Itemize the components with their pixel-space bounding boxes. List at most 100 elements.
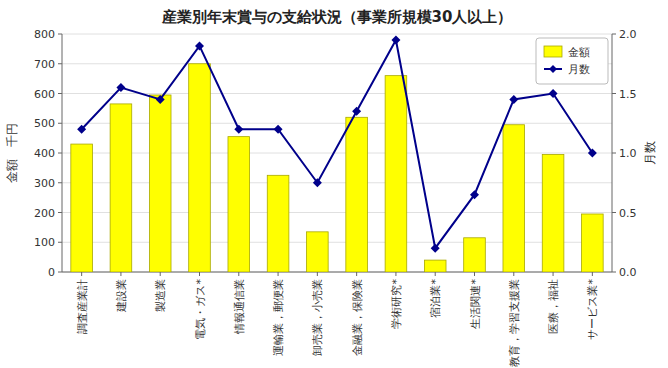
- x-tick-label: 卸売業，小売業: [311, 279, 324, 356]
- y-tick: [58, 182, 62, 183]
- x-tick-label: 生活関連*: [469, 279, 482, 329]
- legend: 金額月数: [536, 38, 608, 84]
- plot-area: [71, 35, 603, 272]
- bar: [582, 214, 604, 272]
- x-tick: [435, 272, 436, 276]
- bar: [503, 125, 525, 272]
- title: 産業別年末賞与の支給状況（事業所規模30人以上）: [161, 8, 513, 26]
- line-marker: [156, 95, 165, 104]
- x-tick-label: 金融業，保険業: [351, 279, 364, 356]
- y-tick-label: 600: [34, 88, 55, 101]
- bar: [110, 104, 132, 272]
- x-tick-label: 宿泊業*: [429, 279, 442, 318]
- grid: [62, 34, 612, 272]
- bar: [228, 137, 250, 272]
- x-tick: [395, 272, 396, 276]
- grid-line: [62, 272, 612, 273]
- x-tick: [81, 272, 82, 276]
- y-tick-label: 500: [34, 117, 55, 130]
- y2-tick-label: 1.0: [619, 147, 637, 160]
- x-tick: [474, 272, 475, 276]
- grid-line: [62, 212, 612, 213]
- bar: [149, 95, 171, 272]
- bar: [385, 76, 407, 272]
- y2-tick: [612, 153, 616, 154]
- y2-tick: [612, 34, 616, 35]
- x-tick: [278, 272, 279, 276]
- grid-line: [62, 153, 612, 154]
- y2-tick: [612, 272, 616, 273]
- y-tick: [58, 123, 62, 124]
- line: [82, 40, 593, 248]
- line-marker: [352, 107, 361, 116]
- legend-label: 月数: [568, 63, 590, 76]
- y2-tick-label: 0.0: [619, 266, 637, 279]
- line-marker: [274, 125, 283, 134]
- y-tick-label: 300: [34, 177, 55, 190]
- bar: [189, 64, 211, 272]
- x-tick-label: 情報通信業: [233, 279, 246, 335]
- line-marker: [509, 95, 518, 104]
- x-tick: [553, 272, 554, 276]
- bar: [346, 117, 368, 272]
- legend-marker: [549, 65, 557, 73]
- y-tick-label: 800: [34, 28, 55, 41]
- legend-swatch: [544, 46, 562, 57]
- line-marker: [588, 149, 597, 158]
- x-tick-label: 建設業: [115, 279, 128, 313]
- line-marker: [391, 35, 400, 44]
- bar: [307, 232, 329, 272]
- legend-box: [536, 38, 608, 84]
- line-marker: [431, 244, 440, 253]
- y-tick-label: 700: [34, 58, 55, 71]
- grid-line: [62, 34, 612, 35]
- x-tick-label: 電気・ガス*: [194, 279, 207, 340]
- x-tick: [317, 272, 318, 276]
- x-tick-label: サービス業*: [586, 279, 599, 340]
- y-tick: [58, 34, 62, 35]
- x-tick: [120, 272, 121, 276]
- x-tick-label: 教育，学習支援業: [508, 279, 521, 367]
- x-tick-label: 調査産業計: [76, 279, 89, 334]
- line-marker: [549, 89, 558, 98]
- grid-line: [62, 182, 612, 183]
- y-tick: [58, 93, 62, 94]
- y-tick: [58, 212, 62, 213]
- line-marker: [470, 190, 479, 199]
- x-tick: [592, 272, 593, 276]
- line-marker: [77, 125, 86, 134]
- y2-tick-label: 1.5: [619, 88, 637, 101]
- grid-line: [62, 123, 612, 124]
- x-tick: [356, 272, 357, 276]
- x-tick-label: 学術研究*: [390, 279, 403, 329]
- chart: 01002003004005006007008000.00.51.01.52.0…: [0, 0, 668, 368]
- bar: [542, 154, 564, 272]
- y-tick-label: 400: [34, 147, 55, 160]
- x-tick: [160, 272, 161, 276]
- y2-axis-label: 月数: [643, 141, 657, 165]
- bar: [424, 260, 446, 272]
- grid-line: [62, 63, 612, 64]
- bar: [464, 238, 486, 272]
- grid-line: [62, 242, 612, 243]
- y-tick: [58, 272, 62, 273]
- y-tick-label: 200: [34, 207, 55, 220]
- line-marker: [116, 83, 125, 92]
- y2-tick: [612, 212, 616, 213]
- y2-tick-label: 0.5: [619, 207, 637, 220]
- line-marker: [313, 178, 322, 187]
- y-axis: [62, 34, 63, 272]
- x-tick-label: 運輸業，郵便業: [272, 279, 285, 356]
- x-tick: [513, 272, 514, 276]
- x-tick: [199, 272, 200, 276]
- y-tick: [58, 242, 62, 243]
- x-tick-label: 製造業: [154, 279, 167, 312]
- bar: [71, 144, 93, 272]
- x-tick: [238, 272, 239, 276]
- y-tick: [58, 63, 62, 64]
- y2-tick: [612, 93, 616, 94]
- bar: [267, 175, 289, 272]
- y2-axis: [612, 34, 613, 272]
- y2-tick-label: 2.0: [619, 28, 637, 41]
- y-tick-label: 0: [48, 266, 55, 279]
